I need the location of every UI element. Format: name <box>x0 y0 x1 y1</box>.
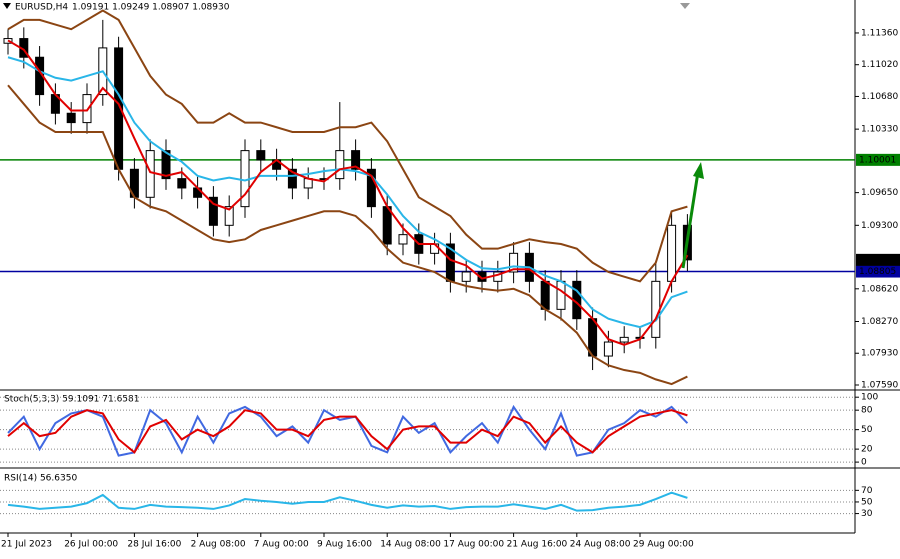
level-label: 1.08805 <box>859 267 896 277</box>
y-tick-label: 70 <box>861 486 873 496</box>
arrow-shaft <box>681 171 700 269</box>
indicator-line <box>7 56 688 329</box>
candle-body <box>509 252 519 273</box>
y-tick-label: 20 <box>861 445 873 455</box>
candle-body <box>208 196 218 226</box>
candle-body <box>224 206 234 226</box>
indicator-line <box>7 9 688 283</box>
x-tick-label: 24 Aug 08:00 <box>570 540 631 550</box>
candle-body <box>461 271 471 282</box>
x-tick-label: 9 Aug 16:00 <box>317 540 372 550</box>
menu-triangle <box>3 3 11 9</box>
current-price-box <box>856 253 900 266</box>
candle-body <box>603 341 613 357</box>
x-tick-label: 2 Aug 08:00 <box>191 540 246 550</box>
candle-body <box>351 150 361 170</box>
x-tick-label: 17 Aug 00:00 <box>443 540 504 550</box>
y-tick-label: 1.09650 <box>861 188 898 198</box>
y-tick-label: 0 <box>861 458 867 468</box>
y-tick-label: 30 <box>861 509 873 519</box>
y-tick-label: 50 <box>861 425 873 435</box>
y-tick-label: 100 <box>861 393 878 403</box>
level-label-box <box>856 265 900 278</box>
candle-body <box>66 112 76 124</box>
candle-body <box>540 280 550 310</box>
candle-body <box>145 150 155 198</box>
x-tick-label: 7 Aug 00:00 <box>254 540 309 550</box>
candle-body <box>335 150 345 180</box>
y-tick-label: 1.11020 <box>861 60 898 70</box>
y-tick-label: 1.10680 <box>861 92 898 102</box>
candle-body <box>366 168 376 208</box>
indicator-line <box>7 84 688 386</box>
indicator-line <box>7 409 688 454</box>
y-tick-label: 80 <box>861 406 873 416</box>
x-tick-label: 14 Aug 08:00 <box>380 540 441 550</box>
candle-body <box>256 150 266 161</box>
x-tick-label: 21 Jul 2023 <box>1 540 52 550</box>
indicator-line <box>7 39 689 346</box>
marks: 1.10001 1.08805 1.11360 1.11020 1.10680 1.103… <box>0 9 900 550</box>
y-tick-label: 1.08620 <box>861 284 898 294</box>
y-tick-label: 1.07930 <box>861 349 898 359</box>
y-tick-label: 1.09300 <box>861 221 898 231</box>
x-tick-label: 26 Jul 00:00 <box>64 540 118 550</box>
candle-body <box>398 234 408 245</box>
stoch-title: Stoch(5,3,3) 59.1091 71.6581 <box>4 395 139 405</box>
y-tick-label: 1.07590 <box>861 380 898 390</box>
candle-body <box>287 168 297 189</box>
current-price-label: 1.08930 <box>859 255 896 265</box>
x-tick-label: 21 Aug 16:00 <box>507 540 568 550</box>
y-tick-label: 50 <box>861 497 873 507</box>
candle-body <box>651 280 661 338</box>
y-tick-label: 1.08270 <box>861 317 898 327</box>
x-tick-label: 28 Jul 16:00 <box>127 540 181 550</box>
candle-body <box>667 224 677 282</box>
x-tick-label: 29 Aug 00:00 <box>633 540 694 550</box>
candle-body <box>177 178 187 189</box>
arrow-head <box>693 162 704 179</box>
indicator-line <box>7 404 689 457</box>
candle-body <box>82 94 92 124</box>
indicator-line <box>7 491 688 512</box>
symbol: EURUSD,H4 <box>15 3 68 13</box>
shift-marker <box>680 3 690 9</box>
y-tick-label: 1.11360 <box>861 28 898 38</box>
candle-body <box>161 150 171 180</box>
level-label: 1.10001 <box>859 155 896 165</box>
candle-body <box>619 336 629 343</box>
ohlc-text: 1.09191 1.09249 1.08907 1.08930 <box>72 3 230 13</box>
y-tick-label: 1.10330 <box>861 125 898 135</box>
candle-body <box>556 280 566 310</box>
level-label-box <box>856 153 900 166</box>
rsi-title: RSI(14) 56.6350 <box>4 474 77 484</box>
candle-body <box>382 206 392 245</box>
